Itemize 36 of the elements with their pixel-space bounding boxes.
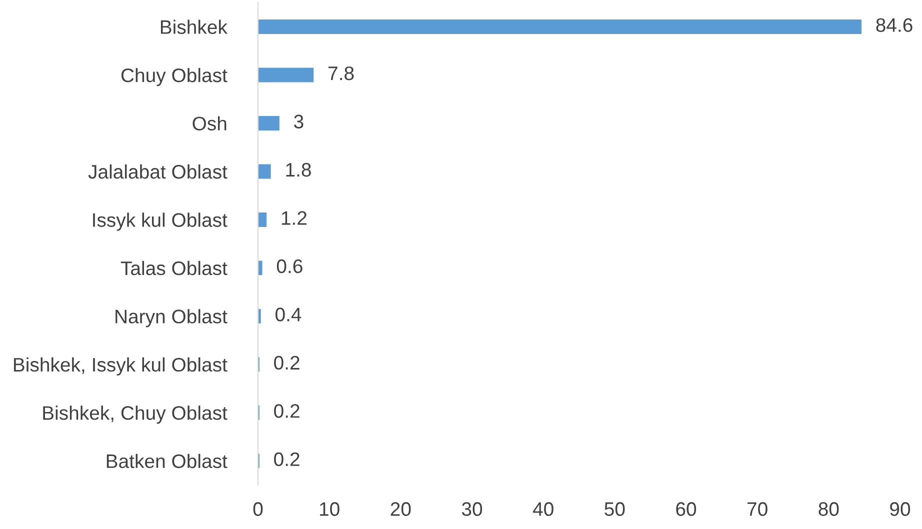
y-tick-label: Bishkek, Chuy Oblast bbox=[43, 406, 228, 424]
x-tick-label: 60 bbox=[676, 502, 696, 516]
x-tick-label: 70 bbox=[748, 502, 768, 516]
x-tick-label: 10 bbox=[320, 502, 340, 516]
bar bbox=[258, 20, 862, 34]
y-tick-label: Bishkek, Issyk kul Oblast bbox=[14, 357, 228, 376]
y-tick-label: Bishkek bbox=[160, 20, 228, 34]
data-label: 0.6 bbox=[276, 259, 302, 274]
data-label: 0.2 bbox=[274, 404, 300, 418]
bar bbox=[258, 116, 280, 130]
data-label: 0.2 bbox=[274, 356, 300, 370]
y-tick-label: Naryn Oblast bbox=[116, 309, 228, 328]
data-label: 3 bbox=[294, 114, 304, 128]
bar bbox=[258, 68, 314, 82]
x-tick-label: 80 bbox=[818, 502, 839, 516]
bar bbox=[258, 212, 267, 227]
y-tick-label: Issyk kul Oblast bbox=[93, 212, 228, 231]
x-tick-label: 0 bbox=[253, 502, 263, 516]
data-label: 1.8 bbox=[286, 162, 311, 177]
x-tick-label: 20 bbox=[390, 502, 411, 516]
data-label: 0.2 bbox=[274, 452, 300, 466]
x-tick-label: 30 bbox=[462, 502, 482, 516]
y-tick-label: Osh bbox=[192, 116, 226, 130]
bar bbox=[258, 260, 262, 276]
y-tick-label: Chuy Oblast bbox=[121, 68, 228, 86]
data-label: 84.6 bbox=[876, 18, 912, 32]
bar bbox=[258, 164, 271, 179]
x-tick-label: 90 bbox=[890, 502, 910, 516]
x-tick-label: 40 bbox=[532, 502, 554, 516]
y-tick-label: Talas Oblast bbox=[120, 260, 228, 276]
data-label: 7.8 bbox=[328, 66, 354, 80]
y-tick-label: Batken Oblast bbox=[106, 454, 228, 468]
y-tick-label: Jalalabat Oblast bbox=[88, 164, 228, 179]
x-tick-label: 50 bbox=[604, 502, 625, 516]
data-label: 0.4 bbox=[276, 308, 302, 322]
data-label: 1.2 bbox=[282, 211, 307, 225]
